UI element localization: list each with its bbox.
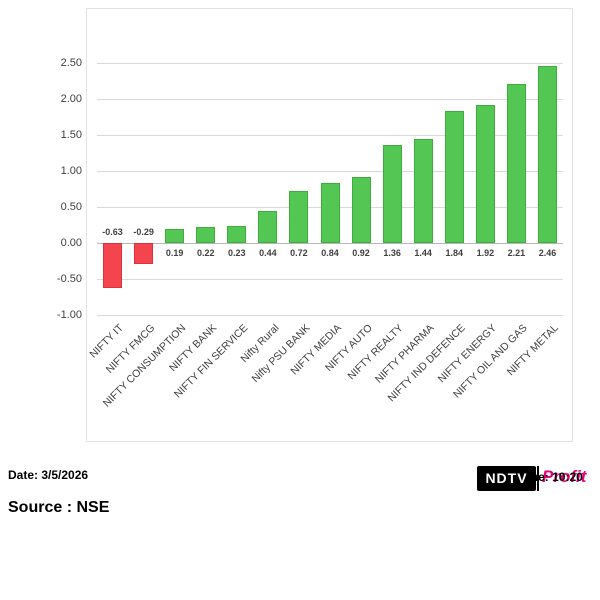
ndtv-logo: NDTV: [477, 466, 536, 491]
y-tick-label: 2.00: [60, 93, 82, 105]
y-tick-label: 0.50: [60, 201, 82, 213]
value-label: 1.36: [383, 248, 401, 258]
gridline: [97, 315, 563, 316]
gridline: [97, 279, 563, 280]
value-label: 0.92: [352, 248, 370, 258]
y-tick-label: 2.50: [60, 57, 82, 69]
bar-nifty-media: [320, 182, 340, 243]
bar-nifty-energy: [475, 104, 495, 243]
y-tick-label: 0.00: [60, 237, 82, 249]
bar-nifty-fmcg: [134, 243, 154, 264]
value-label: -0.63: [102, 227, 123, 237]
bar-nifty-metal: [537, 65, 557, 243]
bar-nifty-pharma: [413, 139, 433, 243]
value-label: 0.23: [228, 248, 246, 258]
x-axis-line: [97, 243, 563, 244]
value-label: 2.46: [538, 248, 557, 258]
value-label: -0.29: [133, 227, 154, 237]
value-label: 0.19: [165, 248, 184, 258]
y-tick-label: -1.00: [56, 309, 82, 321]
bar-nifty-it: [103, 243, 123, 289]
bar-nifty-oil-and-gas: [506, 83, 526, 243]
bar-nifty-psu-bank: [289, 191, 309, 243]
value-label: 1.92: [476, 248, 495, 258]
bar-nifty-realty: [382, 145, 402, 243]
bar-nifty-auto: [351, 176, 371, 243]
y-tick-label: -0.50: [56, 273, 82, 285]
bar-nifty-consumption: [165, 229, 185, 243]
source-label: Source : NSE: [8, 499, 110, 516]
value-label: 0.72: [290, 248, 308, 258]
gridline: [97, 99, 563, 100]
y-tick-label: 1.50: [60, 129, 82, 141]
bar-nifty-ind-defence: [444, 110, 464, 243]
value-label: 2.21: [507, 248, 526, 258]
value-label: 1.84: [445, 248, 464, 258]
gridline: [97, 135, 563, 136]
bar-nifty-bank: [196, 227, 216, 243]
value-label: 0.84: [321, 248, 339, 258]
ndtv-logo-divider: [537, 466, 539, 491]
gridline: [97, 171, 563, 172]
date-label: Date: 3/5/2026: [8, 468, 89, 482]
value-label: 1.44: [414, 248, 432, 258]
value-label: 0.44: [259, 248, 277, 258]
bar-nifty-rural: [258, 211, 278, 243]
chart-border: [86, 8, 573, 442]
value-label: 0.22: [196, 248, 215, 258]
y-tick-label: 1.00: [60, 165, 82, 177]
bar-nifty-fin-service: [227, 226, 247, 243]
gridline: [97, 63, 563, 64]
profit-logo-text: Profit: [542, 467, 587, 486]
